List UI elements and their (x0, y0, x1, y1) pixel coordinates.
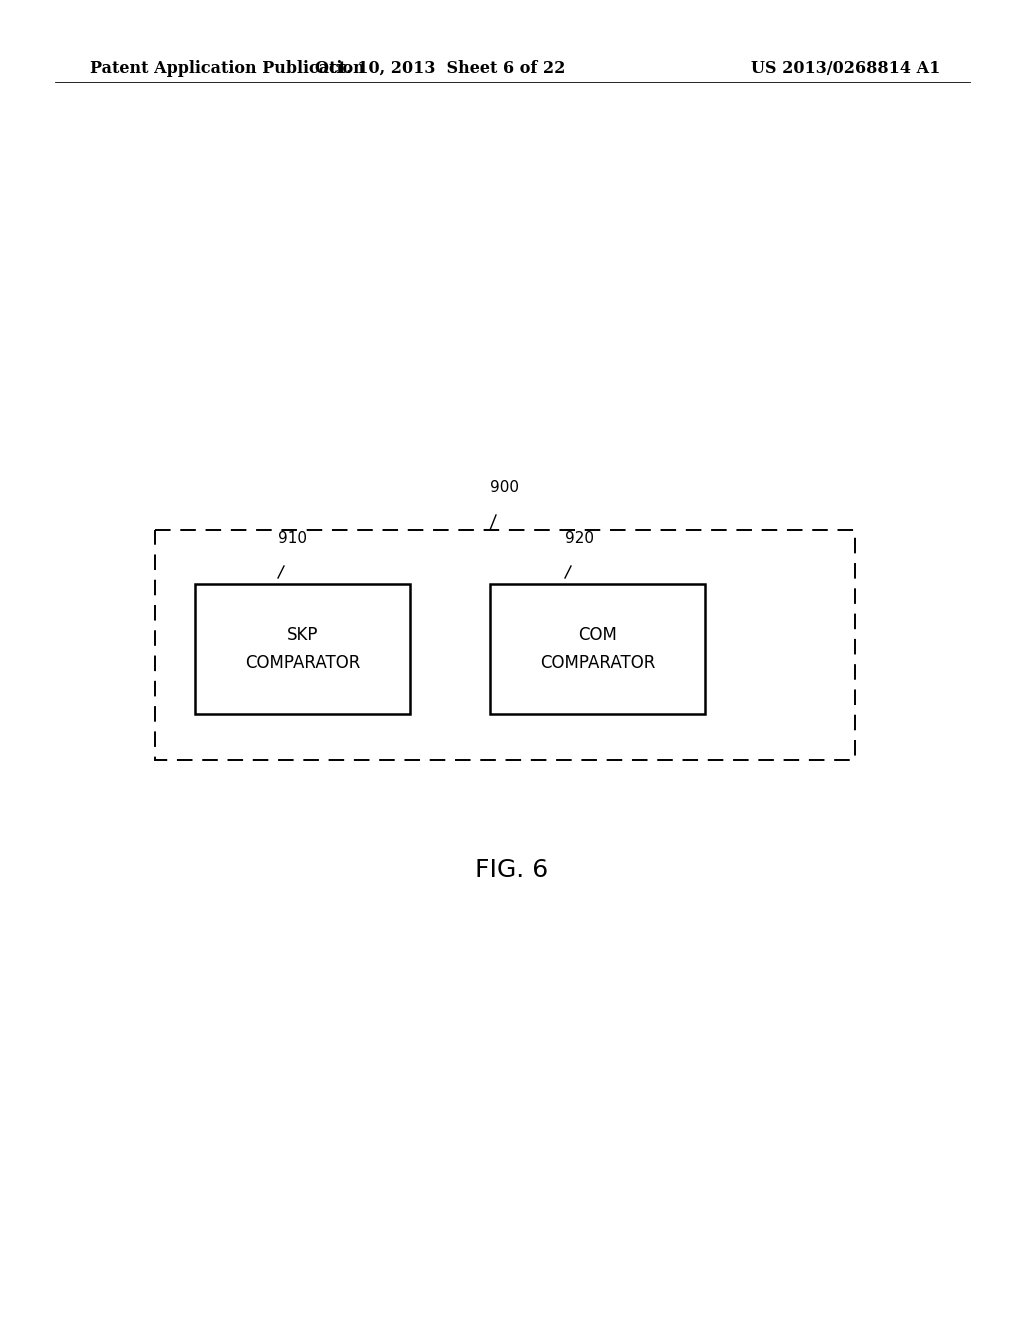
Text: COMPARATOR: COMPARATOR (246, 653, 360, 672)
Text: US 2013/0268814 A1: US 2013/0268814 A1 (751, 59, 940, 77)
Text: 910: 910 (278, 531, 307, 546)
Bar (155, 531, 855, 760)
Text: COM: COM (579, 626, 617, 644)
Text: FIG. 6: FIG. 6 (475, 858, 549, 882)
Text: 920: 920 (565, 531, 594, 546)
Text: 900: 900 (490, 480, 519, 495)
Text: COMPARATOR: COMPARATOR (541, 653, 655, 672)
Bar (195, 583, 410, 714)
Text: Patent Application Publication: Patent Application Publication (90, 59, 365, 77)
Text: Oct. 10, 2013  Sheet 6 of 22: Oct. 10, 2013 Sheet 6 of 22 (314, 59, 565, 77)
Bar (490, 583, 705, 714)
Text: SKP: SKP (288, 626, 318, 644)
